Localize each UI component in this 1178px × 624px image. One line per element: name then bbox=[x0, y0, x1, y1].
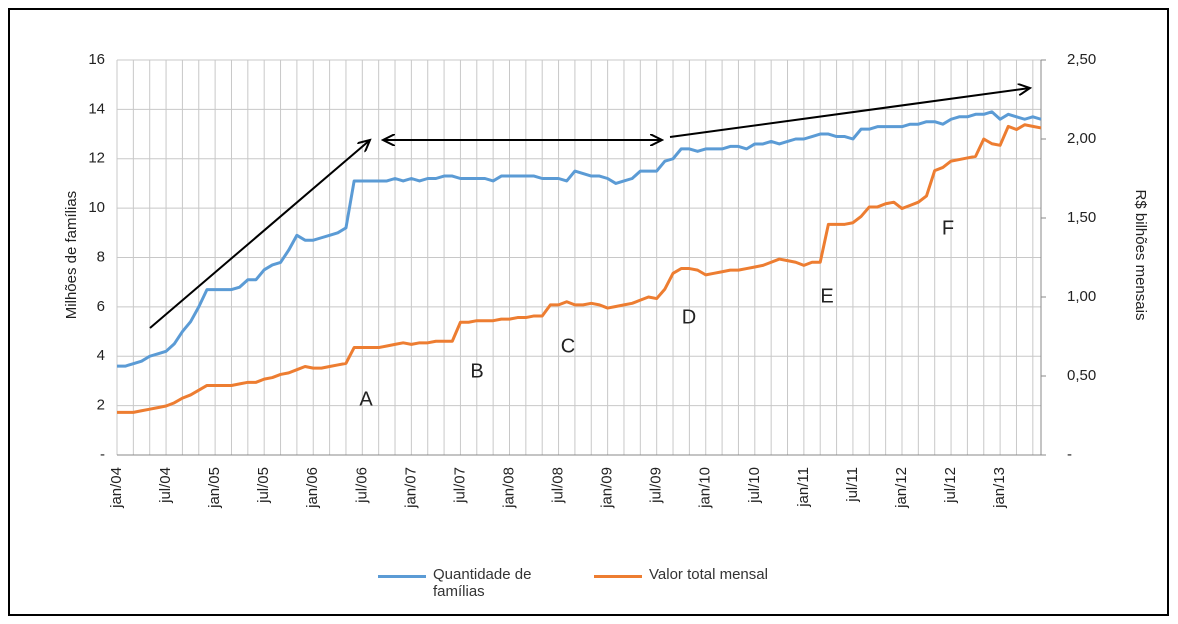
y-axis-label: Milhões de famílias bbox=[63, 191, 80, 319]
y-tick-label: 12 bbox=[88, 150, 105, 167]
y2-tick-label: 2,00 bbox=[1067, 130, 1096, 147]
x-tick-label: jan/13 bbox=[991, 467, 1008, 509]
y-tick-label: 2 bbox=[97, 397, 105, 414]
y2-tick-label: 1,50 bbox=[1067, 209, 1096, 226]
x-tick-label: jul/11 bbox=[844, 467, 861, 503]
series-line bbox=[117, 110, 1042, 368]
x-tick-label: jul/05 bbox=[255, 467, 272, 504]
x-tick-label: jan/12 bbox=[893, 467, 910, 509]
y2-tick-label: 0,50 bbox=[1067, 367, 1096, 384]
x-tick-label: jan/09 bbox=[599, 467, 616, 509]
x-tick-label: jul/04 bbox=[157, 467, 174, 504]
x-tick-label: jul/12 bbox=[942, 467, 959, 504]
x-tick-label: jan/06 bbox=[304, 467, 321, 509]
x-tick-label: jul/07 bbox=[451, 467, 468, 504]
y-tick-label: 6 bbox=[97, 298, 105, 315]
y-tick-label: 14 bbox=[88, 100, 105, 117]
legend-item: Valor total mensal bbox=[594, 566, 768, 583]
x-tick-label: jan/11 bbox=[795, 467, 812, 508]
x-tick-label: jan/10 bbox=[697, 467, 714, 509]
annotation: E bbox=[820, 285, 833, 307]
annotation: A bbox=[359, 388, 373, 410]
x-tick-label: jul/09 bbox=[648, 467, 665, 504]
annotation: D bbox=[682, 306, 696, 328]
legend-swatch bbox=[378, 575, 426, 578]
legend-item: Quantidade de famílias bbox=[378, 566, 533, 600]
annotation: F bbox=[942, 217, 954, 239]
legend-label: Valor total mensal bbox=[649, 566, 768, 583]
y2-tick-label: 2,50 bbox=[1067, 51, 1096, 68]
annotation: C bbox=[561, 335, 575, 357]
series-line bbox=[117, 123, 1042, 414]
y2-axis-label: R$ bilhões mensais bbox=[1132, 190, 1149, 321]
y-tick-label: 16 bbox=[88, 51, 105, 68]
y-tick-label: 10 bbox=[88, 199, 105, 216]
legend-swatch bbox=[594, 575, 642, 578]
annotation: B bbox=[470, 360, 483, 382]
x-tick-label: jul/10 bbox=[746, 467, 763, 504]
frame bbox=[8, 8, 1169, 616]
x-tick-label: jan/05 bbox=[206, 467, 223, 509]
arrow bbox=[149, 140, 370, 329]
lines bbox=[117, 110, 1042, 414]
x-tick-label: jan/04 bbox=[108, 467, 125, 509]
y-tick-label: 4 bbox=[97, 347, 105, 364]
x-tick-label: jul/08 bbox=[550, 467, 567, 504]
y2-tick-label: 1,00 bbox=[1067, 288, 1096, 305]
legend-label: Quantidade de famílias bbox=[433, 566, 532, 600]
x-tick-label: jul/06 bbox=[353, 467, 370, 504]
x-tick-label: jan/07 bbox=[402, 467, 419, 509]
y2-tick-label: - bbox=[1067, 446, 1072, 463]
grid bbox=[116, 59, 1046, 456]
arrow bbox=[669, 88, 1030, 138]
y-tick-label: - bbox=[100, 446, 105, 463]
x-tick-label: jan/08 bbox=[500, 467, 517, 509]
y-tick-label: 8 bbox=[97, 248, 105, 265]
